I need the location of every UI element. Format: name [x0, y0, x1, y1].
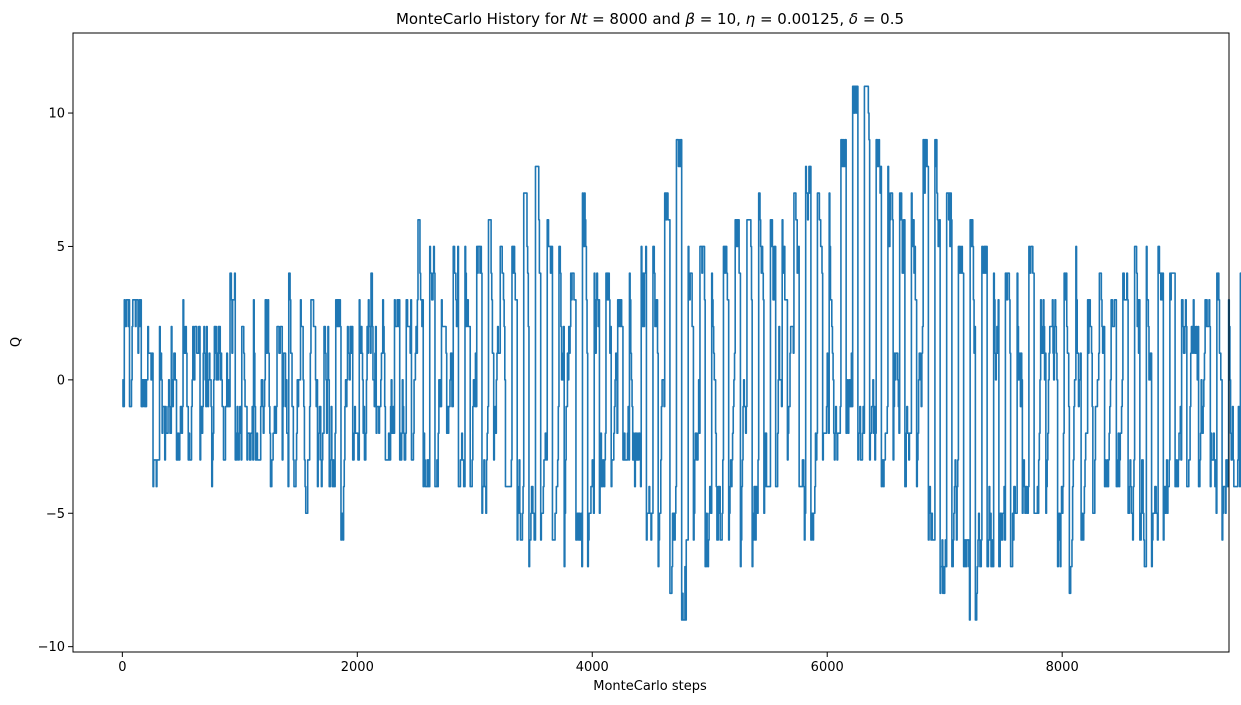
x-axis: 0 2000 4000 6000 8000: [118, 652, 1079, 675]
y-tick-label: 5: [57, 240, 65, 255]
y-tick-label: 0: [57, 373, 65, 388]
title-part: = 0.00125,: [755, 10, 849, 28]
title-part: β: [684, 10, 695, 28]
x-tick-label: 2000: [341, 660, 374, 675]
x-tick-label: 6000: [811, 660, 844, 675]
x-tick-label: 0: [118, 660, 126, 675]
x-tick-label: 4000: [576, 660, 609, 675]
y-axis: −10 −5 0 5 10: [38, 107, 73, 655]
y-tick-label: −10: [38, 640, 65, 655]
title-part: MonteCarlo History for: [396, 10, 570, 28]
title-part: = 8000 and: [587, 10, 685, 28]
y-axis-label: Q: [9, 337, 24, 347]
y-tick-label: −5: [46, 507, 65, 522]
title-part: Nt: [570, 10, 588, 28]
plot-area-frame: [72, 32, 1230, 653]
x-tick-label: 8000: [1046, 660, 1079, 675]
title-part: = 10,: [695, 10, 746, 28]
title-part: δ: [849, 10, 858, 28]
y-tick-label: 10: [48, 107, 65, 122]
x-axis-label: MonteCarlo steps: [593, 679, 707, 694]
series-layer: [122, 85, 1241, 621]
title-part: = 0.5: [858, 10, 904, 28]
chart-title: MonteCarlo History for Nt = 8000 and β =…: [396, 10, 904, 28]
title-part: η: [746, 10, 756, 28]
series-line: [122, 85, 1241, 621]
